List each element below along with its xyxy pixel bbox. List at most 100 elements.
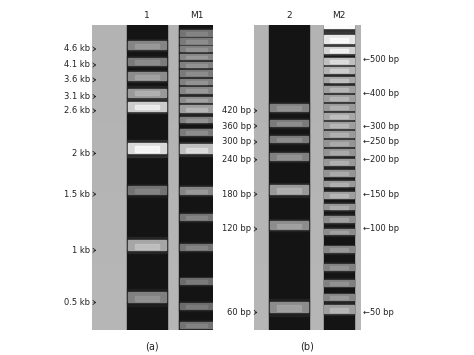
Bar bbox=[128, 58, 166, 65]
Bar bbox=[179, 242, 214, 252]
Bar bbox=[324, 113, 354, 119]
Bar bbox=[186, 108, 208, 111]
Bar bbox=[329, 142, 348, 145]
Text: 3.1 kb: 3.1 kb bbox=[64, 92, 90, 101]
Bar bbox=[186, 216, 208, 219]
Bar bbox=[180, 214, 214, 220]
Bar bbox=[323, 214, 354, 224]
Bar bbox=[329, 266, 348, 269]
Bar bbox=[270, 185, 309, 194]
Bar bbox=[128, 143, 166, 153]
Bar bbox=[180, 322, 214, 328]
Text: 1.5 kb: 1.5 kb bbox=[64, 190, 90, 199]
Bar bbox=[180, 70, 214, 76]
Bar bbox=[323, 111, 354, 121]
Bar bbox=[329, 79, 348, 82]
Bar bbox=[179, 86, 214, 95]
Bar bbox=[277, 155, 301, 159]
Bar bbox=[186, 81, 208, 84]
Bar bbox=[329, 38, 348, 42]
Bar bbox=[179, 36, 214, 45]
Text: 2.6 kb: 2.6 kb bbox=[64, 106, 90, 115]
Bar bbox=[186, 72, 208, 75]
Bar bbox=[324, 181, 354, 186]
Bar bbox=[323, 25, 354, 330]
Bar bbox=[324, 140, 354, 146]
Bar bbox=[323, 303, 354, 316]
Bar bbox=[186, 280, 208, 283]
Text: 180 bp: 180 bp bbox=[222, 190, 251, 199]
Bar bbox=[127, 184, 167, 197]
Bar bbox=[186, 324, 208, 327]
Text: 300 bp: 300 bp bbox=[222, 137, 251, 147]
Bar bbox=[329, 115, 348, 118]
Text: ←150 bp: ←150 bp bbox=[363, 190, 399, 199]
Bar bbox=[186, 48, 208, 51]
Bar bbox=[127, 25, 167, 330]
Bar bbox=[324, 95, 354, 101]
Text: 240 bp: 240 bp bbox=[222, 155, 251, 164]
Bar bbox=[186, 99, 208, 102]
Text: 0.5 kb: 0.5 kb bbox=[64, 298, 90, 307]
Bar bbox=[269, 102, 309, 113]
Bar bbox=[329, 172, 348, 175]
Bar bbox=[323, 33, 354, 45]
Bar bbox=[135, 189, 159, 193]
Bar bbox=[329, 162, 348, 164]
Bar bbox=[180, 79, 214, 84]
Bar bbox=[324, 77, 354, 82]
Bar bbox=[324, 149, 354, 155]
Text: 2: 2 bbox=[286, 11, 292, 21]
Bar bbox=[179, 77, 214, 86]
Bar bbox=[186, 64, 208, 67]
Bar bbox=[329, 124, 348, 127]
Bar bbox=[277, 224, 301, 228]
Bar bbox=[186, 40, 208, 43]
Bar bbox=[128, 186, 166, 194]
Bar bbox=[329, 133, 348, 136]
Bar bbox=[323, 168, 354, 178]
Bar bbox=[180, 38, 214, 44]
Bar bbox=[180, 278, 214, 284]
Bar bbox=[179, 68, 214, 77]
Text: 4.1 kb: 4.1 kb bbox=[64, 60, 90, 70]
Bar bbox=[323, 103, 354, 112]
Bar bbox=[277, 189, 301, 193]
Bar bbox=[180, 54, 214, 59]
Bar bbox=[324, 264, 354, 270]
Bar bbox=[179, 142, 214, 156]
Bar bbox=[329, 296, 348, 299]
Bar bbox=[323, 202, 354, 211]
Bar bbox=[324, 204, 354, 209]
Bar bbox=[179, 277, 214, 286]
Bar bbox=[323, 75, 354, 84]
Bar bbox=[270, 136, 309, 142]
Bar bbox=[179, 127, 214, 137]
Bar bbox=[179, 44, 214, 53]
Bar bbox=[128, 102, 166, 111]
Bar bbox=[277, 106, 301, 110]
Bar bbox=[186, 148, 208, 152]
Bar bbox=[135, 60, 159, 64]
Bar bbox=[323, 45, 354, 55]
Bar bbox=[180, 87, 214, 93]
Bar bbox=[329, 248, 348, 251]
Bar bbox=[324, 294, 354, 300]
Bar bbox=[179, 320, 214, 330]
Text: (b): (b) bbox=[300, 341, 314, 351]
Bar bbox=[323, 245, 354, 254]
Bar bbox=[269, 134, 309, 144]
Bar bbox=[128, 240, 166, 250]
Bar bbox=[324, 122, 354, 128]
Bar bbox=[127, 237, 167, 253]
Bar bbox=[323, 15, 354, 32]
Bar bbox=[324, 280, 354, 286]
Bar bbox=[127, 70, 167, 82]
Bar bbox=[180, 244, 214, 250]
Bar bbox=[323, 278, 354, 288]
Bar bbox=[180, 30, 214, 36]
Bar bbox=[186, 305, 208, 308]
Bar bbox=[179, 115, 214, 124]
Bar bbox=[180, 46, 214, 51]
Bar bbox=[323, 94, 354, 103]
